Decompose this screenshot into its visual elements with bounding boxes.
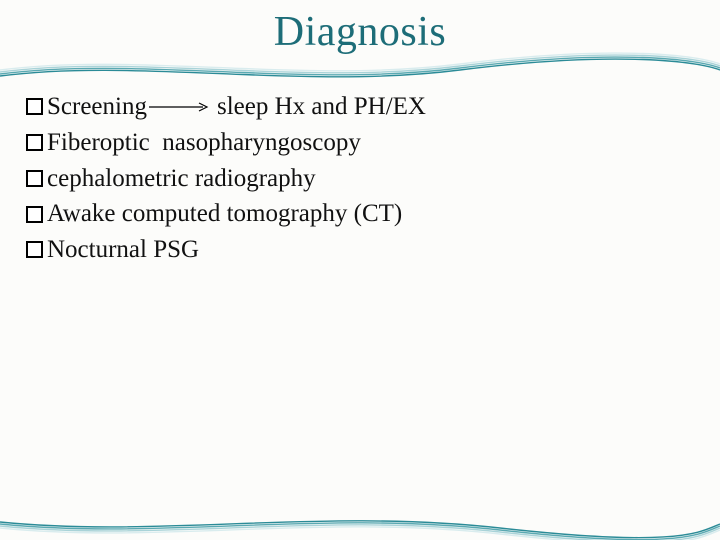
bullet-square-icon xyxy=(26,170,43,187)
bullet-square-icon xyxy=(26,134,43,151)
wave-bottom xyxy=(0,512,720,540)
bullet-text: Screening xyxy=(47,90,147,124)
bullet-text-after-arrow: sleep Hx and PH/EX xyxy=(217,90,426,124)
bullet-square-icon xyxy=(26,241,43,258)
title-area: Diagnosis xyxy=(0,8,720,56)
bullet-row: cephalometric radiography xyxy=(26,162,686,196)
bullet-text: Fiberoptic nasopharyngoscopy xyxy=(47,126,361,160)
bullet-square-icon xyxy=(26,98,43,115)
bullet-square-icon xyxy=(26,206,43,223)
bullet-text: Awake computed tomography (CT) xyxy=(47,197,402,231)
bullet-text: Nocturnal PSG xyxy=(47,233,199,267)
bullet-text: cephalometric radiography xyxy=(47,162,316,196)
slide-title: Diagnosis xyxy=(274,9,447,55)
arrow-right-icon xyxy=(149,100,211,114)
bullet-row: Fiberoptic nasopharyngoscopy xyxy=(26,126,686,160)
bullet-list: Screening sleep Hx and PH/EXFiberoptic na… xyxy=(26,90,686,269)
bullet-row: Awake computed tomography (CT) xyxy=(26,197,686,231)
bullet-row: Screening sleep Hx and PH/EX xyxy=(26,90,686,124)
bullet-row: Nocturnal PSG xyxy=(26,233,686,267)
